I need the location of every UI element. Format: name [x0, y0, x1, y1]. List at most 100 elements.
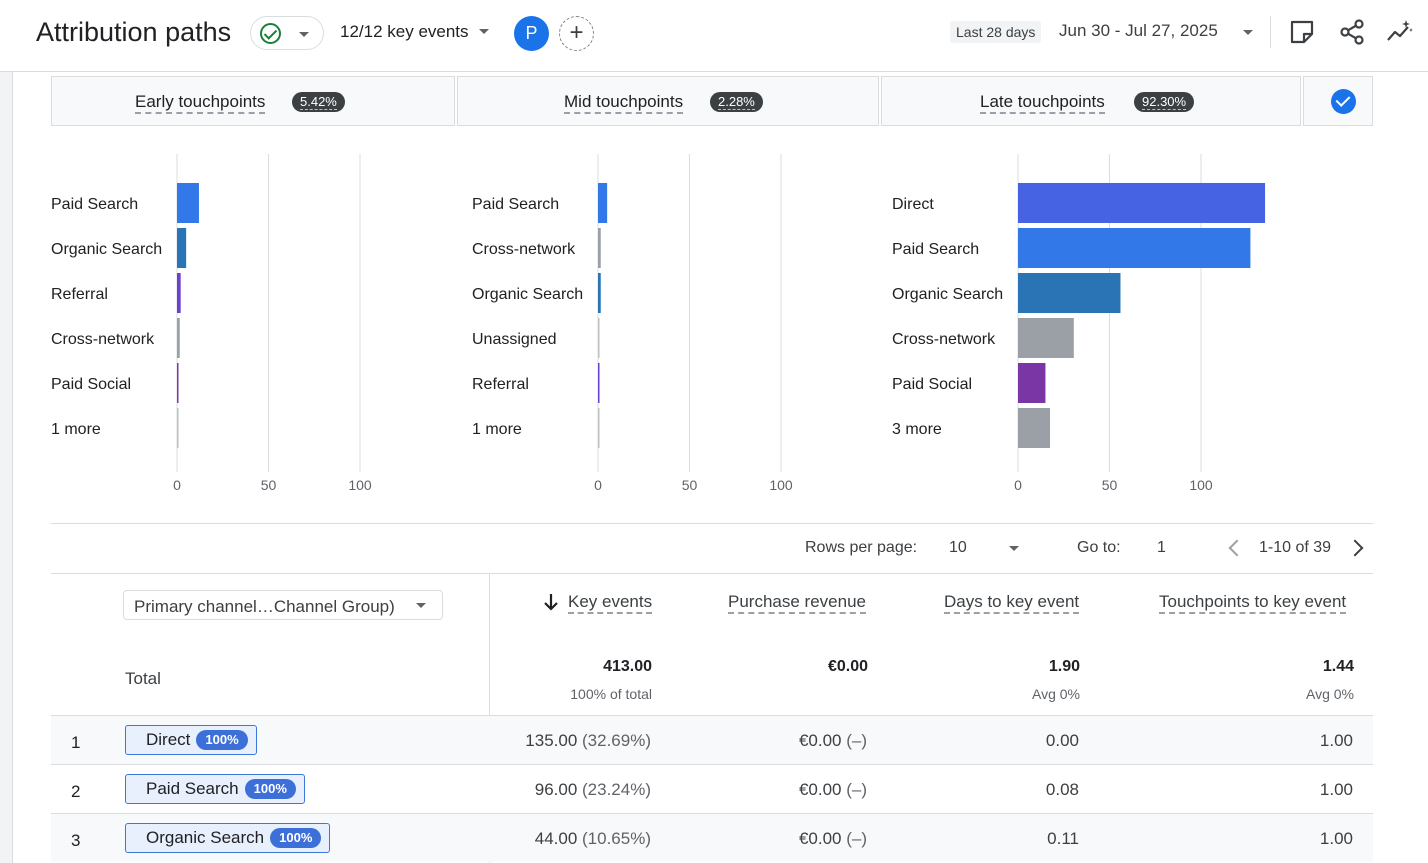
stage-tab-mid[interactable]: Mid touchpoints 2.28%: [457, 76, 879, 126]
date-range-chevron-icon[interactable]: [1243, 30, 1253, 35]
table-row: 3 Organic Search 100% 44.00 (10.65%) €0.0…: [51, 813, 1373, 862]
bar-category-label: Paid Search: [472, 196, 559, 213]
bar: [177, 318, 180, 358]
bar-category-label: Paid Social: [51, 376, 131, 393]
note-icon[interactable]: [1288, 18, 1316, 46]
stage-label: Early touchpoints: [135, 92, 266, 114]
cell-days: 0.00: [1045, 731, 1079, 750]
add-icon: +: [569, 19, 584, 46]
bar: [177, 273, 181, 313]
cell-key-events: 44.00 (10.65%): [534, 829, 651, 848]
insights-icon[interactable]: [1386, 18, 1414, 46]
x-tick-label: 100: [769, 477, 793, 493]
date-preset-chip[interactable]: Last 28 days: [950, 21, 1042, 43]
chart-mid-touchpoints: 0 50 100 Paid Search Cross-network Organic Se…: [472, 154, 852, 494]
date-range-label: Jun 30 - Jul 27, 2025: [1059, 21, 1218, 40]
bar-category-label: Cross-network: [892, 331, 996, 348]
key-events-selector[interactable]: 12/12 key events: [340, 22, 490, 42]
bar-category-label: 1 more: [472, 421, 522, 438]
goto-page-input[interactable]: 1: [1157, 539, 1166, 556]
bar: [598, 318, 600, 358]
comparison-avatar[interactable]: P: [514, 16, 549, 51]
column-header-key-events[interactable]: Key events: [568, 592, 653, 614]
bar-category-label: Organic Search: [51, 241, 162, 258]
page-title: Attribution paths: [36, 17, 232, 47]
total-days-to-key-event: 1.90: [1048, 658, 1080, 675]
goto-label: Go to:: [1077, 539, 1121, 556]
bar: [1018, 183, 1266, 223]
total-touchpoints-avg: Avg 0%: [1306, 686, 1354, 702]
dimension-selector[interactable]: Primary channel…Channel Group): [123, 590, 443, 620]
cell-days: 0.11: [1047, 829, 1079, 848]
rows-per-page-label: Rows per page:: [805, 539, 918, 556]
divider: [51, 573, 1373, 574]
chart-svg: 0 50 100 Paid Search Organic Search Referral C…: [51, 154, 372, 493]
chevron-down-icon[interactable]: [1009, 546, 1019, 551]
chip-percent-badge: 100%: [244, 779, 296, 799]
next-page-icon[interactable]: [1346, 539, 1364, 557]
x-tick-label: 50: [261, 477, 277, 493]
stage-percent-badge: 92.30%: [1134, 92, 1195, 112]
bar-category-label: Paid Search: [892, 241, 979, 258]
cell-touchpoints: 1.00: [1319, 780, 1353, 799]
cell-days: 0.08: [1045, 780, 1079, 799]
cell-purchase-revenue: €0.00 (–): [798, 731, 867, 750]
x-tick-label: 0: [594, 477, 602, 493]
chart-svg: 0 50 100 Direct Paid Search Organic Search Cro…: [892, 154, 1266, 493]
chevron-down-icon: [416, 603, 426, 608]
bar: [177, 183, 199, 223]
bar: [177, 228, 187, 268]
bar: [598, 273, 601, 313]
bar-category-label: 1 more: [51, 421, 101, 438]
total-label: Total: [125, 669, 161, 688]
report-status-button[interactable]: [250, 16, 324, 50]
row-index: 3: [71, 831, 81, 850]
chip-percent-badge: 100%: [270, 828, 322, 848]
stage-percent-badge: 2.28%: [710, 92, 763, 112]
bar: [1018, 273, 1121, 313]
sort-descending-icon[interactable]: [543, 593, 559, 611]
bar-category-label: Paid Search: [51, 196, 138, 213]
column-header-days-to-key-event[interactable]: Days to key event: [944, 592, 1080, 614]
column-header-purchase-revenue[interactable]: Purchase revenue: [728, 592, 866, 614]
bar: [1018, 318, 1074, 358]
cell-key-events: 135.00 (32.69%): [525, 731, 651, 750]
cell-purchase-revenue: €0.00 (–): [798, 780, 867, 799]
table-row: 2 Paid Search 100% 96.00 (23.24%) €0.00 (…: [51, 764, 1373, 813]
add-comparison-button[interactable]: +: [559, 16, 594, 51]
bar-category-label: Referral: [472, 376, 529, 393]
bar: [1018, 408, 1051, 448]
channel-chip[interactable]: Paid Search 100%: [125, 774, 305, 804]
previous-page-icon[interactable]: [1228, 539, 1246, 557]
stage-percent-badge: 5.42%: [292, 92, 345, 112]
stage-tab-late[interactable]: Late touchpoints 92.30%: [881, 76, 1301, 126]
date-range-selector[interactable]: Jun 30 - Jul 27, 2025: [1059, 21, 1218, 41]
chart-late-touchpoints: 0 50 100 Direct Paid Search Organic Search Cro…: [892, 154, 1272, 494]
stage-tab-early[interactable]: Early touchpoints 5.42%: [51, 76, 455, 126]
share-icon[interactable]: [1338, 18, 1366, 46]
x-tick-label: 50: [682, 477, 698, 493]
bar: [598, 363, 600, 403]
chip-percent-badge: 100%: [196, 730, 248, 750]
channel-chip[interactable]: Direct 100%: [125, 725, 257, 755]
cell-purchase-revenue: €0.00 (–): [798, 829, 867, 848]
check-circle-icon: [260, 23, 281, 44]
key-events-label: 12/12 key events: [340, 22, 469, 41]
bar-category-label: Organic Search: [892, 286, 1003, 303]
bar: [1018, 228, 1251, 268]
column-header-touchpoints[interactable]: Touchpoints to key event: [1159, 592, 1347, 614]
rows-per-page-select[interactable]: 10: [949, 539, 967, 556]
cell-key-events: 96.00 (23.24%): [534, 780, 651, 799]
chart-early-touchpoints: 0 50 100 Paid Search Organic Search Referral C…: [51, 154, 431, 494]
table-row: 1 Direct 100% 135.00 (32.69%) €0.00 (–) 0…: [51, 715, 1373, 764]
x-tick-label: 0: [1014, 477, 1022, 493]
channel-chip[interactable]: Organic Search 100%: [125, 823, 331, 853]
chevron-down-icon: [479, 29, 490, 34]
bar: [598, 183, 608, 223]
bar-category-label: Referral: [51, 286, 108, 303]
row-index: 2: [71, 782, 81, 801]
cell-touchpoints: 1.00: [1319, 731, 1353, 750]
cell-touchpoints: 1.00: [1319, 829, 1353, 848]
stage-label: Mid touchpoints: [564, 92, 684, 114]
bar-category-label: Cross-network: [51, 331, 155, 348]
